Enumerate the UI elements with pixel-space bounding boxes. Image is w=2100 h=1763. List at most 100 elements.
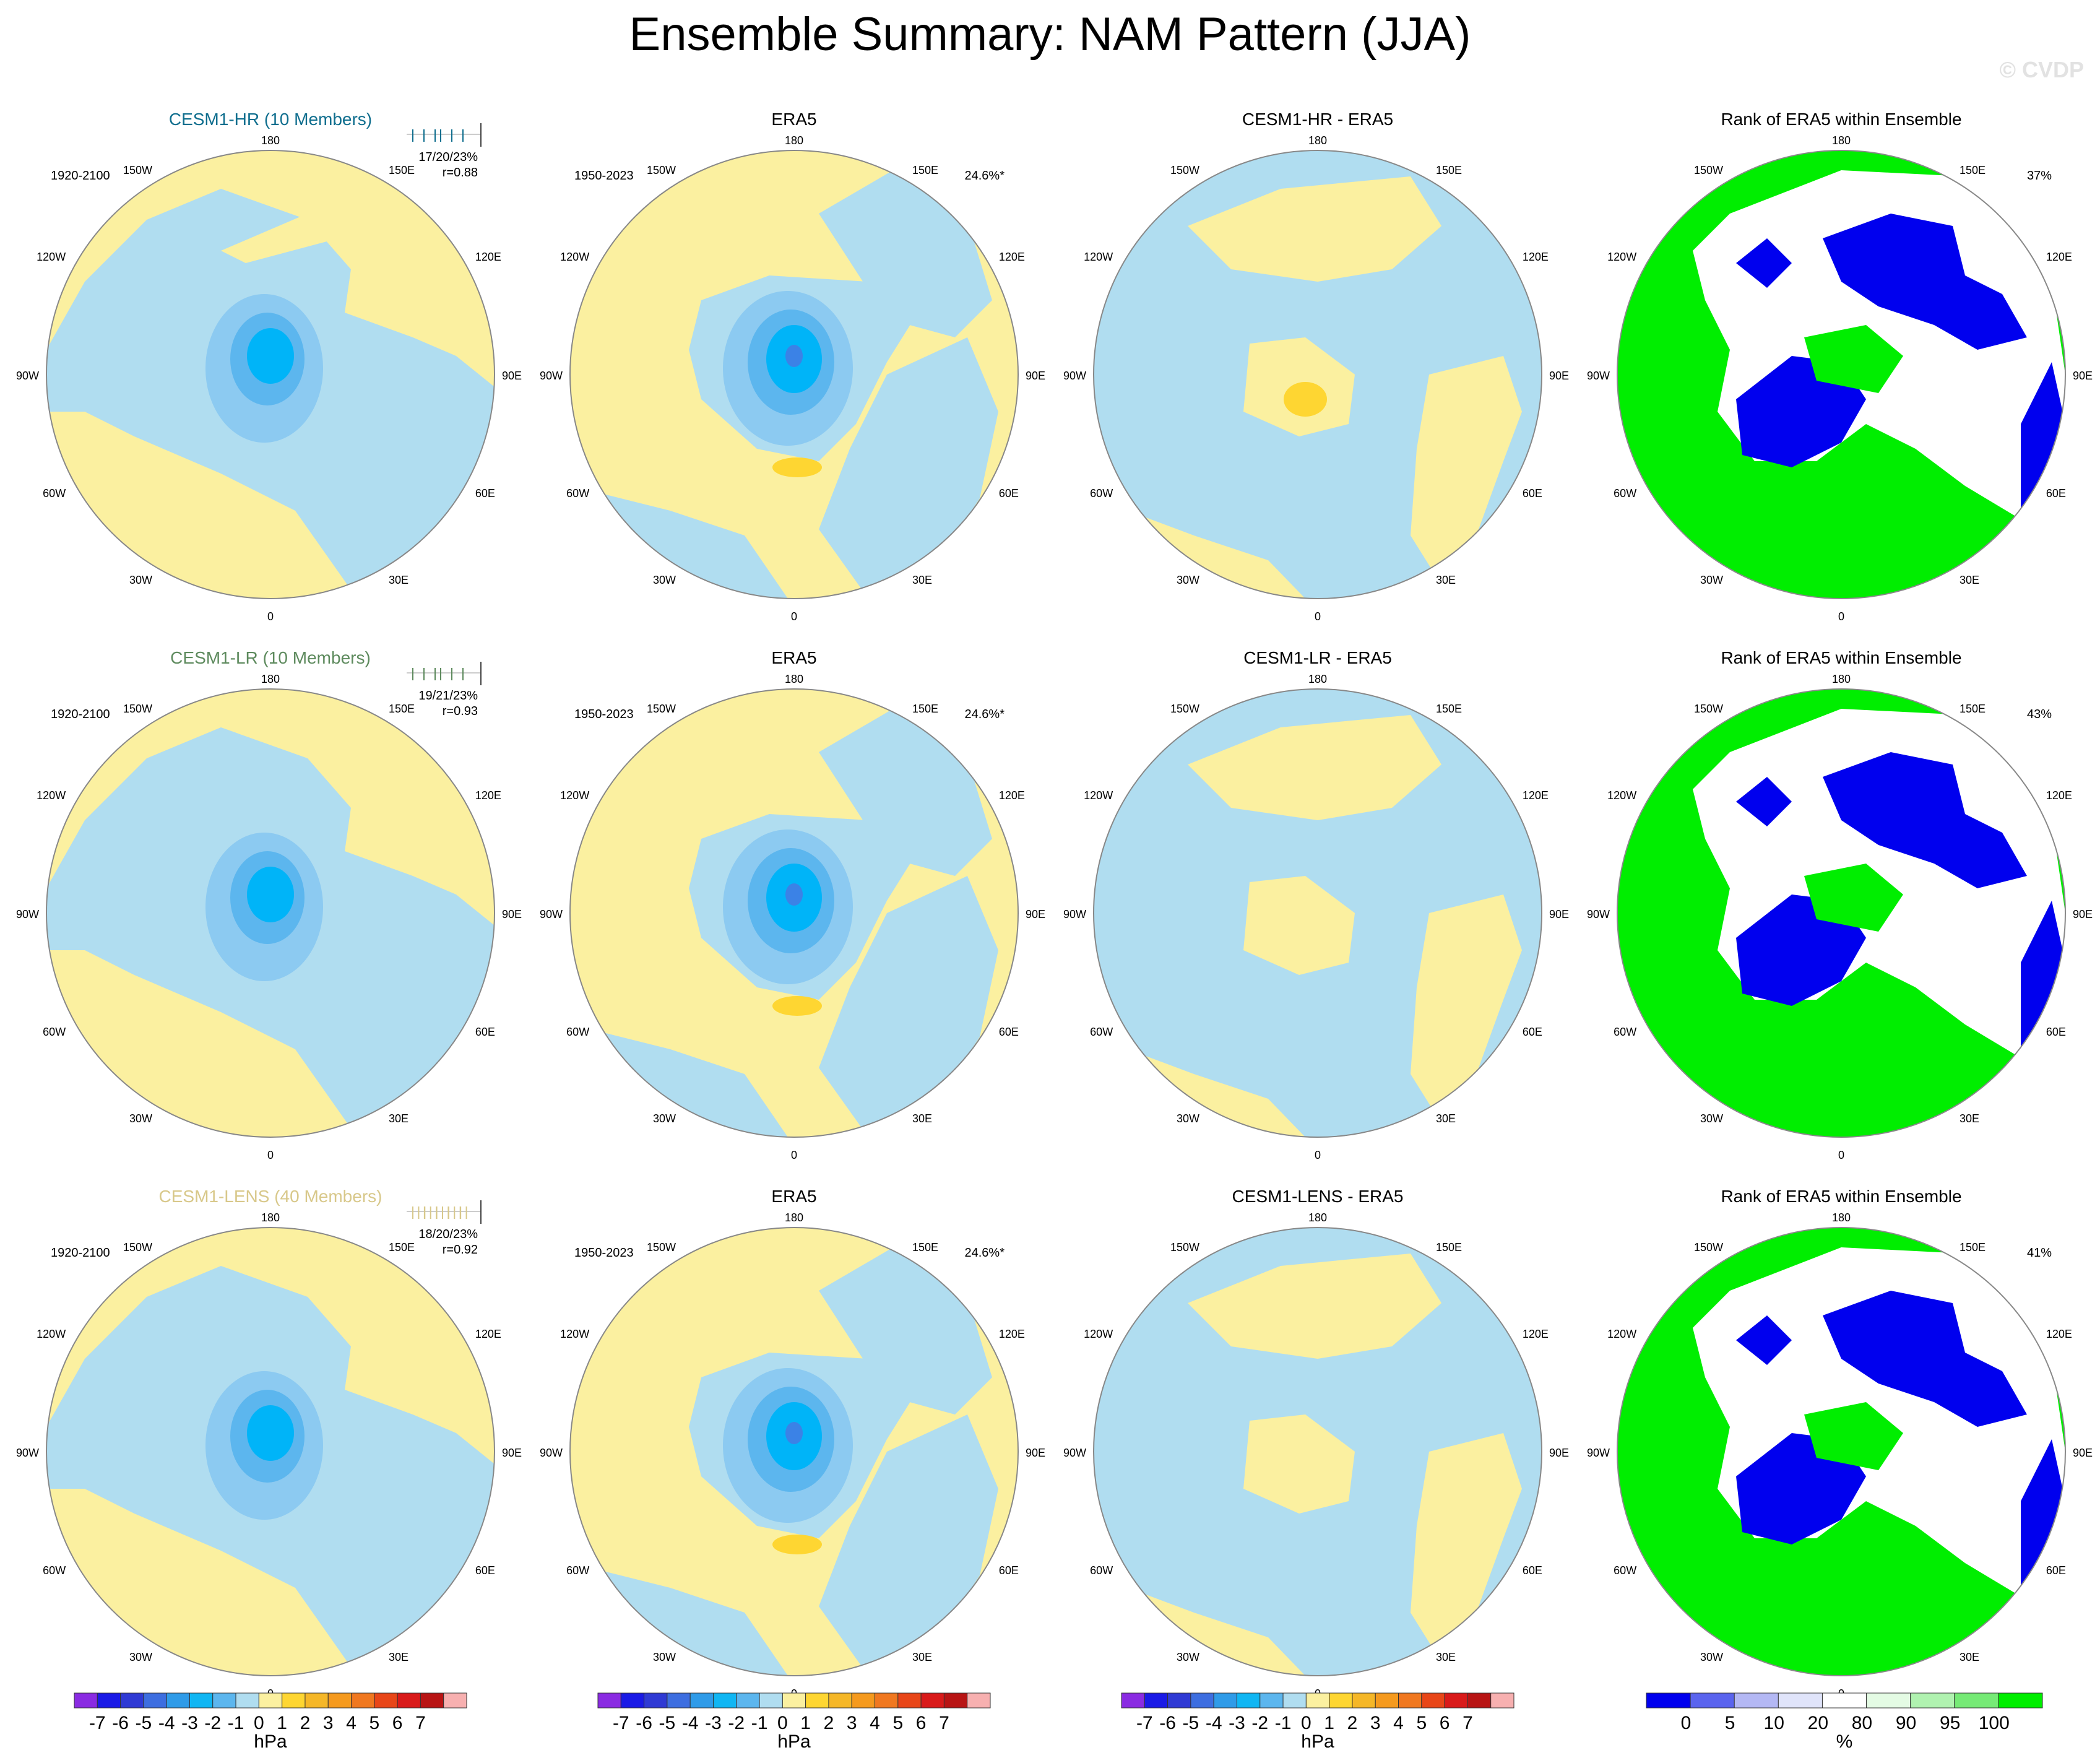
positive-pacific [1188, 1254, 1441, 1359]
panel-title-diff: CESM1-LR - ERA5 [1243, 648, 1392, 667]
lon-label-180: 180 [1308, 134, 1327, 147]
lon-label-150e: 150E [1436, 164, 1462, 176]
panel-title-obs: ERA5 [771, 110, 817, 129]
lon-label-90w: 90W [1063, 370, 1086, 382]
map-panel-r2-c4: 180 0 90W 90E 150W 120W 150E 120E 60W 30W 60E 30E 43… [1587, 673, 2093, 1161]
lon-label-90e: 90E [2073, 1447, 2093, 1459]
map-panel-r1-c2: 180 0 90W 90E 150W 120W 150E 120E 60W 30W 60E 30E 19… [540, 134, 1045, 623]
panel-title-obs: ERA5 [771, 648, 817, 667]
map-panel-r2-c1: 180 0 90W 90E 150W 120W 150E 120E 60W 30W 60E 30E 19… [16, 662, 522, 1161]
colorbar-swatch [189, 1692, 214, 1709]
positive-east [1411, 894, 1522, 1124]
lon-label-120w: 120W [1607, 789, 1636, 802]
colorbar-swatch [1167, 1692, 1191, 1709]
figure-title: Ensemble Summary: NAM Pattern (JJA) [629, 8, 1471, 61]
colorbar-swatch [1421, 1692, 1445, 1709]
lon-label-150e: 150E [389, 164, 415, 176]
lon-label-120e: 120E [2046, 1328, 2072, 1340]
lon-label-0: 0 [267, 610, 274, 623]
colorbar-swatch [374, 1692, 398, 1709]
lon-label-30e: 30E [912, 1112, 932, 1125]
obs-period: 1950-2023 [574, 1246, 634, 1260]
lon-label-90w: 90W [1587, 1447, 1610, 1459]
positive-pacific [1188, 176, 1441, 282]
colorbar-swatch [1467, 1692, 1492, 1709]
lon-label-120w: 120W [1084, 789, 1113, 802]
colorbar-swatch [689, 1692, 714, 1709]
lon-label-90e: 90E [2073, 908, 2093, 920]
lon-label-150e: 150E [912, 1241, 938, 1254]
lon-label-90e: 90E [1026, 1447, 1045, 1459]
colorbar-swatch [967, 1692, 991, 1709]
lon-label-60e: 60E [1523, 487, 1542, 500]
lon-label-0: 0 [791, 610, 797, 623]
lon-label-60w: 60W [1614, 487, 1636, 500]
colorbar-swatch [1398, 1692, 1422, 1709]
colorbar-swatch [1954, 1692, 1999, 1709]
lon-label-90w: 90W [1587, 370, 1610, 382]
colorbar-swatch [805, 1692, 829, 1709]
panel-title-model: CESM1-LR (10 Members) [170, 648, 371, 667]
map-boundary [1617, 688, 2066, 1138]
lon-label-150w: 150W [1694, 164, 1723, 176]
lon-label-0: 0 [1315, 1149, 1321, 1161]
lon-label-150e: 150E [389, 703, 415, 715]
colorbar-tick-label: -7 [89, 1713, 106, 1733]
colorbar-swatch [235, 1692, 259, 1709]
map-panel-r1-c4: 180 0 90W 90E 150W 120W 150E 120E 60W 30W 60E 30E 37… [1587, 134, 2093, 623]
lon-label-150w: 150W [1170, 703, 1199, 715]
colorbar-tick-label: 3 [847, 1713, 857, 1733]
colorbar-tick-label: -2 [204, 1713, 221, 1733]
lon-label-150e: 150E [912, 164, 938, 176]
colorbar-tick-label: 3 [1370, 1713, 1381, 1733]
colorbar-tick-label: -7 [1136, 1713, 1153, 1733]
colorbar-tick-label: 6 [1440, 1713, 1450, 1733]
lon-label-90e: 90E [502, 908, 522, 920]
colorbar-swatch [443, 1692, 467, 1709]
model-pattern-correlation: r=0.92 [443, 1243, 478, 1257]
rank-low-pacific [1823, 752, 2027, 888]
lon-label-30w: 30W [129, 574, 152, 586]
colorbar-swatch [875, 1692, 899, 1709]
colorbar-tick-label: -5 [136, 1713, 152, 1733]
colorbar-swatch [920, 1692, 944, 1709]
lon-label-60w: 60W [566, 487, 589, 500]
colorbar-tick-label: -1 [1275, 1713, 1292, 1733]
colorbar-tick-label: 7 [415, 1713, 426, 1733]
lon-label-120e: 120E [475, 789, 501, 802]
negative-contour-5 [785, 345, 803, 367]
map-boundary [569, 688, 1019, 1138]
rank-low-alaska [1736, 1315, 1792, 1365]
rank-summary-pct: 41% [2027, 1246, 2052, 1260]
positive-core [1243, 1414, 1355, 1514]
lon-label-150w: 150W [1694, 703, 1723, 715]
lon-label-150w: 150W [1694, 1241, 1723, 1254]
lon-label-60e: 60E [999, 1026, 1019, 1038]
positive-core [1243, 876, 1355, 975]
lon-label-30w: 30W [1700, 1112, 1723, 1125]
colorbar-tick-label: -7 [613, 1713, 629, 1733]
lon-label-120e: 120E [2046, 789, 2072, 802]
colorbar-swatch [1778, 1692, 1823, 1709]
colorbar-tick-label: 2 [824, 1713, 834, 1733]
lon-label-60e: 60E [475, 1564, 495, 1577]
lon-label-120w: 120W [1084, 251, 1113, 263]
lon-label-150w: 150W [1170, 1241, 1199, 1254]
rank-low-pacific [1823, 214, 2027, 350]
rank-low-alaska [1736, 777, 1792, 826]
colorbar-swatch [166, 1692, 190, 1709]
colorbar-swatch [258, 1692, 283, 1709]
map-boundary [1617, 150, 2066, 599]
positive-east [1411, 356, 1522, 585]
colorbar-tick-label: 10 [1764, 1713, 1784, 1733]
lon-label-30w: 30W [653, 1651, 676, 1663]
colorbar-tick-label: 1 [277, 1713, 287, 1733]
obs-period: 1950-2023 [574, 708, 634, 721]
panel-title-rank: Rank of ERA5 within Ensemble [1721, 648, 1962, 667]
map-boundary [569, 150, 1019, 599]
lon-label-60w: 60W [1614, 1564, 1636, 1577]
lon-label-60e: 60E [2046, 487, 2066, 500]
panel-title-rank: Rank of ERA5 within Ensemble [1721, 1187, 1962, 1206]
colorbar-tick-label: 7 [1463, 1713, 1473, 1733]
